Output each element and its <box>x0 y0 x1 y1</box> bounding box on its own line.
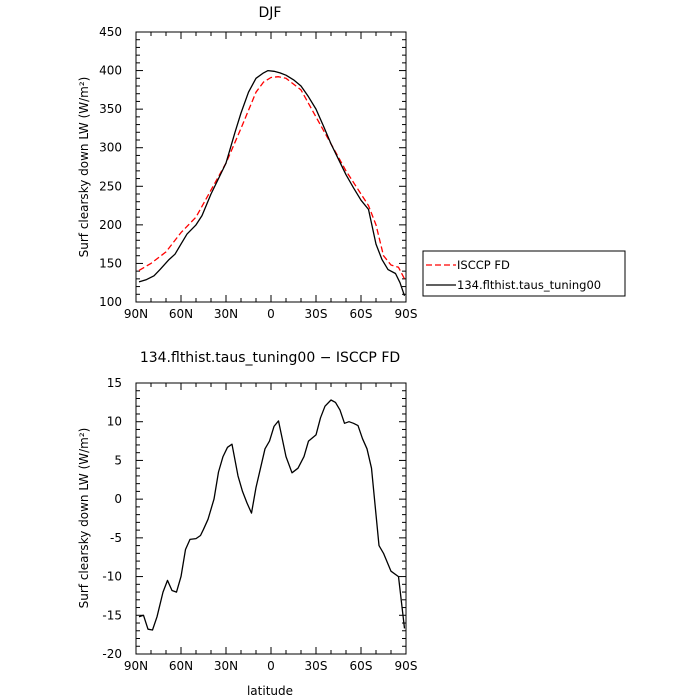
top-xtick-label: 60S <box>350 307 373 321</box>
top-xtick-label: 0 <box>267 307 275 321</box>
bottom-panel: 134.flthist.taus_tuning00 − ISCCP FD 90N… <box>77 350 417 698</box>
bottom-ytick-label: 15 <box>107 376 122 390</box>
top-plot-frame <box>135 31 407 303</box>
bottom-tick-marks <box>135 382 407 655</box>
top-ytick-label: 450 <box>99 25 122 39</box>
top-panel: DJF 90N 60N 30N 0 30S 60S 90S 100 150 200 250 300 3… <box>77 5 417 321</box>
top-series-line-isccp <box>138 76 406 280</box>
top-xtick-label: 60N <box>169 307 193 321</box>
top-y-axis-title: Surf clearsky down LW (W/m²) <box>77 77 91 258</box>
legend-label-isccp: ISCCP FD <box>457 258 510 272</box>
top-ytick-label: 150 <box>99 256 122 270</box>
top-ytick-label: 350 <box>99 102 122 116</box>
top-xtick-label: 30N <box>214 307 238 321</box>
bottom-series-group <box>138 399 406 631</box>
bottom-xtick-label: 30S <box>305 659 328 673</box>
bottom-ytick-label: 0 <box>114 492 122 506</box>
legend-box <box>422 250 626 297</box>
bottom-plot-frame <box>135 382 407 655</box>
bottom-x-tick-labels: 90N 60N 30N 0 30S 60S 90S <box>124 659 418 673</box>
legend-label-model: 134.flthist.taus_tuning00 <box>457 278 601 292</box>
bottom-panel-title: 134.flthist.taus_tuning00 − ISCCP FD <box>140 350 400 366</box>
top-xtick-label: 30S <box>305 307 328 321</box>
bottom-xtick-label: 60S <box>350 659 373 673</box>
bottom-ytick-label: 5 <box>114 453 122 467</box>
top-ytick-label: 400 <box>99 64 122 78</box>
top-ytick-label: 300 <box>99 141 122 155</box>
bottom-ytick-label: -5 <box>110 531 122 545</box>
top-xtick-label: 90N <box>124 307 148 321</box>
bottom-xtick-label: 0 <box>267 659 275 673</box>
bottom-ytick-label: -20 <box>102 647 122 661</box>
bottom-series-line-model <box>138 399 406 631</box>
bottom-xtick-label: 30N <box>214 659 238 673</box>
bottom-ytick-label: -10 <box>102 570 122 584</box>
top-y-tick-labels: 100 150 200 250 300 350 400 450 <box>99 25 122 309</box>
top-series-line-model <box>138 69 406 297</box>
bottom-xtick-label: 60N <box>169 659 193 673</box>
bottom-xtick-label: 90N <box>124 659 148 673</box>
top-ytick-label: 200 <box>99 218 122 232</box>
top-panel-title: DJF <box>259 5 282 21</box>
bottom-y-axis-title: Surf clearsky down LW (W/m²) <box>77 428 91 609</box>
bottom-ytick-label: -15 <box>102 608 122 622</box>
top-ytick-label: 250 <box>99 179 122 193</box>
top-tick-marks <box>135 31 407 303</box>
top-series-group <box>138 69 406 297</box>
bottom-y-tick-labels: -20 -15 -10 -5 0 5 10 15 <box>102 376 122 661</box>
top-ytick-label: 100 <box>99 295 122 309</box>
bottom-xtick-label: 90S <box>395 659 418 673</box>
legend: ISCCP FD 134.flthist.taus_tuning00 <box>422 250 626 297</box>
bottom-ytick-label: 10 <box>107 415 122 429</box>
bottom-x-axis-title: latitude <box>247 684 293 698</box>
top-x-tick-labels: 90N 60N 30N 0 30S 60S 90S <box>124 307 418 321</box>
top-xtick-label: 90S <box>395 307 418 321</box>
